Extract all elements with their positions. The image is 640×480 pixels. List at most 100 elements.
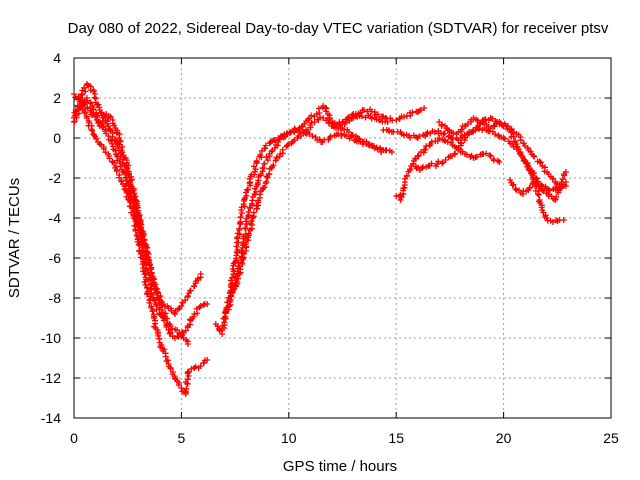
data-point (401, 113, 408, 120)
data-point (309, 133, 316, 139)
data-point (119, 169, 126, 176)
data-point (428, 160, 435, 167)
data-point (197, 271, 204, 277)
data-point (191, 311, 198, 317)
data-point (167, 329, 174, 336)
data-point (273, 154, 280, 161)
data-point (444, 139, 451, 145)
data-point (480, 119, 487, 126)
data-point (204, 301, 211, 307)
data-point (237, 213, 244, 220)
data-point (482, 116, 489, 123)
data-point (132, 193, 139, 200)
data-point (141, 271, 148, 278)
data-point (500, 135, 507, 141)
data-point (92, 113, 99, 120)
data-point (409, 109, 416, 116)
data-point (435, 158, 442, 165)
data-point (253, 157, 260, 164)
data-point (204, 357, 211, 363)
data-point (546, 187, 553, 194)
data-point (458, 126, 465, 133)
data-point (162, 353, 169, 360)
data-point (463, 151, 470, 158)
data-point (489, 115, 496, 122)
data-point (549, 175, 556, 182)
data-point (527, 184, 534, 191)
data-point (93, 135, 100, 142)
data-point (257, 152, 264, 159)
data-point (184, 293, 191, 299)
data-point (368, 142, 375, 149)
data-point (349, 112, 356, 119)
data-point (113, 168, 120, 175)
data-point (356, 135, 363, 142)
data-point (534, 180, 541, 187)
data-point (562, 169, 569, 175)
data-point (520, 140, 527, 147)
data-point (194, 275, 201, 282)
data-point (436, 135, 443, 141)
data-point (149, 308, 156, 315)
data-point (178, 385, 185, 391)
data-point (250, 209, 257, 216)
data-point (439, 160, 446, 167)
data-point (416, 133, 423, 140)
data-point (140, 268, 147, 275)
data-point (452, 150, 459, 157)
y-tick-label: -12 (41, 370, 61, 386)
data-point (139, 261, 146, 268)
data-point (338, 132, 345, 139)
data-point (82, 109, 89, 116)
data-point (263, 154, 270, 161)
data-point (130, 187, 137, 194)
data-point (95, 101, 102, 108)
series-3 (71, 91, 211, 397)
data-point (349, 132, 356, 139)
data-point (458, 140, 465, 147)
data-point (71, 118, 78, 125)
x-tick-label: 0 (70, 430, 78, 446)
data-point (196, 304, 203, 311)
data-point (251, 171, 258, 178)
data-point (96, 122, 103, 129)
data-point (283, 131, 290, 137)
data-point (388, 149, 395, 155)
data-point (315, 105, 322, 112)
data-point (238, 204, 245, 211)
data-point (188, 365, 195, 372)
data-point (535, 191, 542, 198)
data-point (100, 145, 107, 152)
data-point (368, 115, 375, 122)
data-point (191, 283, 198, 289)
series-10 (393, 135, 503, 203)
data-point (155, 332, 162, 339)
data-point (71, 91, 77, 97)
data-point (163, 323, 170, 330)
data-point (270, 162, 277, 169)
data-point (192, 363, 199, 370)
data-point (144, 285, 151, 291)
y-tick-label: -4 (49, 210, 62, 226)
data-point (474, 125, 481, 131)
data-point (143, 243, 150, 250)
chart-title: Day 080 of 2022, Sidereal Day-to-day VTE… (68, 20, 609, 37)
data-point (384, 119, 391, 125)
series-13 (457, 124, 567, 225)
data-point (179, 332, 186, 339)
data-point (113, 130, 120, 137)
y-tick-label: -6 (49, 250, 62, 266)
data-point (263, 178, 270, 185)
data-point (421, 105, 428, 111)
data-point (244, 186, 251, 193)
data-point (117, 137, 124, 144)
data-point (554, 180, 561, 187)
data-point (531, 153, 538, 160)
data-point (487, 153, 494, 159)
data-point (508, 126, 515, 133)
y-tick-label: -10 (41, 330, 61, 346)
plot-frame (73, 57, 612, 419)
data-point (200, 301, 207, 308)
data-point (285, 141, 292, 147)
data-point (249, 214, 256, 221)
